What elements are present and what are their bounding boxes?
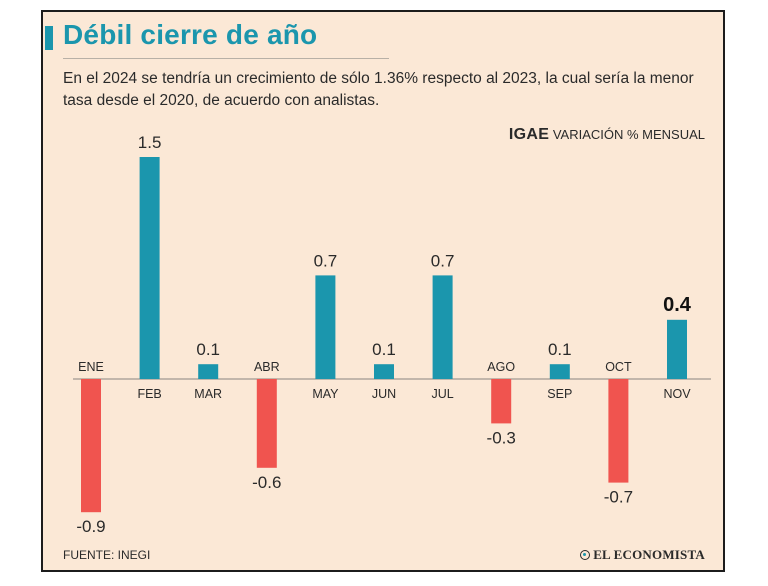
data-label-nov: 0.4 [663, 294, 692, 316]
subtitle: En el 2024 se tendría un crecimiento de … [63, 70, 694, 109]
tick-label-ene: ENE [78, 360, 104, 374]
bar-ago [491, 379, 512, 424]
tick-label-may: MAY [312, 387, 339, 401]
data-label-mar: 0.1 [196, 340, 220, 359]
source-note: FUENTE: INEGI [63, 548, 151, 562]
data-label-sep: 0.1 [548, 340, 572, 359]
bar-oct [608, 379, 629, 483]
tick-label-ago: AGO [487, 360, 515, 374]
series-label-strong: IGAE [508, 126, 550, 143]
title-divider [63, 58, 389, 59]
title-accent-bar [45, 26, 53, 50]
data-label-jun: 0.1 [372, 340, 396, 359]
bar-jul [432, 275, 453, 379]
series-label: IGAE VARIACIÓN % MENSUAL [509, 126, 705, 144]
bar-abr [256, 379, 277, 468]
data-label-ago: -0.3 [487, 428, 516, 447]
tick-label-mar: MAR [194, 387, 222, 401]
brand-globe-icon [580, 550, 591, 560]
data-label-ene: -0.9 [76, 517, 105, 536]
tick-label-abr: ABR [254, 360, 280, 374]
tick-label-sep: SEP [547, 387, 572, 401]
data-label-may: 0.7 [314, 251, 338, 270]
brand-name: EL ECONOMISTA [593, 547, 705, 562]
bar-ene [81, 379, 101, 513]
page-title: Débil cierre de año [63, 19, 318, 50]
tick-label-jul: JUL [431, 387, 453, 401]
data-label-jul: 0.7 [431, 251, 455, 270]
bar-mar [198, 364, 219, 379]
infographic-card: Débil cierre de año En el 2024 se tendrí… [41, 10, 725, 572]
tick-label-oct: OCT [605, 360, 632, 374]
series-label-rest: VARIACIÓN % MENSUAL [552, 127, 705, 142]
bar-feb [139, 157, 160, 379]
tick-label-nov: NOV [663, 387, 691, 401]
brand-logo: EL ECONOMISTA [580, 547, 705, 563]
data-label-oct: -0.7 [604, 488, 633, 507]
bar-nov [667, 319, 687, 379]
tick-label-feb: FEB [137, 387, 161, 401]
tick-label-jun: JUN [372, 387, 396, 401]
bar-jun [374, 364, 394, 379]
data-label-feb: 1.5 [138, 133, 162, 152]
bar-may [315, 275, 336, 379]
bar-sep [549, 364, 570, 379]
data-label-abr: -0.6 [252, 473, 281, 492]
bar-chart: ENE -0.9 FEB 1.5 MAR 0.1 ABR -0.6 MAY 0.7 JUN 0.1 JU… [73, 133, 711, 536]
